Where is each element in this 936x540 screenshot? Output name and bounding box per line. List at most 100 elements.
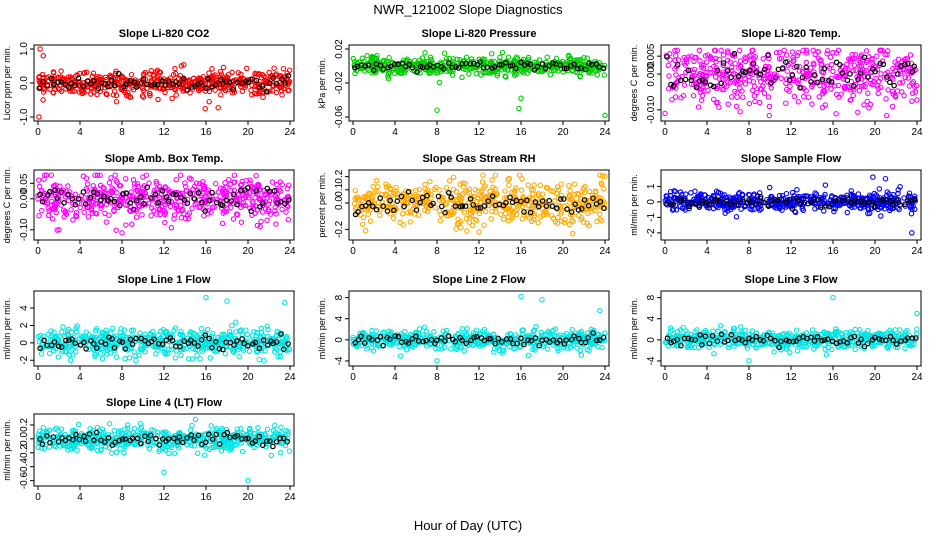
data-point	[365, 211, 371, 217]
data-point	[478, 193, 485, 200]
data-point	[133, 214, 140, 220]
reference-point	[563, 65, 570, 72]
data-point	[532, 347, 538, 353]
x-tick-label: 20	[242, 246, 254, 257]
data-point	[672, 47, 678, 54]
reference-point	[452, 203, 459, 209]
reference-point	[557, 62, 563, 68]
data-point	[841, 85, 848, 92]
data-point	[867, 65, 873, 72]
data-point	[712, 55, 719, 62]
data-point	[106, 180, 113, 186]
data-point	[511, 346, 517, 352]
data-point	[118, 326, 124, 332]
x-tick-label: 8	[746, 127, 752, 138]
data-point	[190, 186, 196, 193]
data-point	[89, 210, 95, 216]
data-point	[237, 197, 243, 203]
reference-point	[414, 69, 420, 75]
reference-point	[531, 67, 538, 73]
data-point	[497, 54, 503, 61]
x-tick-label: 16	[200, 246, 212, 257]
reference-point	[760, 199, 767, 206]
data-point	[665, 85, 672, 92]
data-point	[673, 72, 679, 78]
reference-point	[253, 188, 260, 194]
data-point	[596, 211, 603, 217]
reference-point	[567, 62, 574, 69]
data-point	[464, 188, 471, 194]
reference-point	[111, 82, 118, 89]
reference-point	[739, 196, 746, 203]
reference-point	[542, 65, 549, 72]
reference-point	[36, 85, 43, 92]
data-point	[525, 57, 532, 63]
data-point	[750, 79, 757, 85]
data-point	[554, 184, 561, 190]
data-point	[432, 345, 439, 352]
data-point	[103, 327, 109, 334]
data-point	[373, 177, 380, 184]
reference-point	[586, 60, 592, 67]
reference-point	[51, 81, 57, 88]
data-point	[817, 82, 823, 89]
data-point	[911, 193, 918, 200]
data-point	[73, 213, 80, 220]
reference-point	[202, 208, 209, 214]
data-point	[172, 65, 178, 72]
reference-point	[539, 198, 546, 204]
data-point	[77, 83, 83, 90]
data-point	[525, 352, 532, 359]
y-axis-label: percent per min.	[317, 172, 327, 237]
data-point	[492, 345, 498, 352]
data-point	[723, 83, 730, 89]
data-point	[90, 195, 97, 202]
x-tick-label: 4	[392, 246, 398, 257]
data-point	[131, 349, 137, 355]
data-point	[424, 61, 431, 68]
data-point	[599, 173, 606, 179]
data-point	[488, 58, 494, 65]
data-point	[858, 68, 864, 74]
reference-point	[428, 336, 435, 343]
data-point	[249, 82, 255, 89]
data-point	[569, 197, 575, 203]
data-point	[440, 328, 447, 334]
data-point	[703, 73, 710, 80]
reference-point	[582, 339, 589, 346]
data-point	[696, 72, 702, 79]
x-tick-label: 0	[350, 246, 356, 257]
data-point	[861, 102, 867, 108]
data-point	[375, 184, 381, 190]
data-point	[865, 90, 871, 97]
reference-point	[419, 194, 426, 201]
data-point	[381, 329, 388, 335]
reference-point	[811, 72, 818, 78]
data-point	[452, 345, 458, 352]
reference-point	[285, 197, 292, 203]
reference-point	[714, 67, 721, 74]
data-point	[890, 76, 896, 82]
data-point	[681, 82, 688, 88]
data-point	[265, 201, 272, 207]
reference-point	[65, 191, 71, 198]
data-point	[182, 180, 188, 186]
data-point	[265, 208, 272, 215]
data-point	[847, 97, 854, 103]
reference-point	[253, 77, 260, 84]
reference-point	[696, 204, 703, 210]
reference-point	[571, 333, 577, 339]
series-points	[662, 174, 918, 236]
data-point	[505, 218, 512, 224]
data-point	[157, 211, 163, 218]
data-point	[128, 71, 135, 78]
x-tick-label: 12	[158, 127, 170, 138]
reference-point	[880, 197, 886, 204]
reference-point	[163, 337, 170, 344]
data-point	[781, 47, 787, 54]
data-point	[795, 80, 801, 87]
reference-point	[839, 70, 846, 76]
data-point	[402, 67, 409, 73]
data-point	[866, 210, 873, 217]
data-point	[536, 57, 543, 63]
